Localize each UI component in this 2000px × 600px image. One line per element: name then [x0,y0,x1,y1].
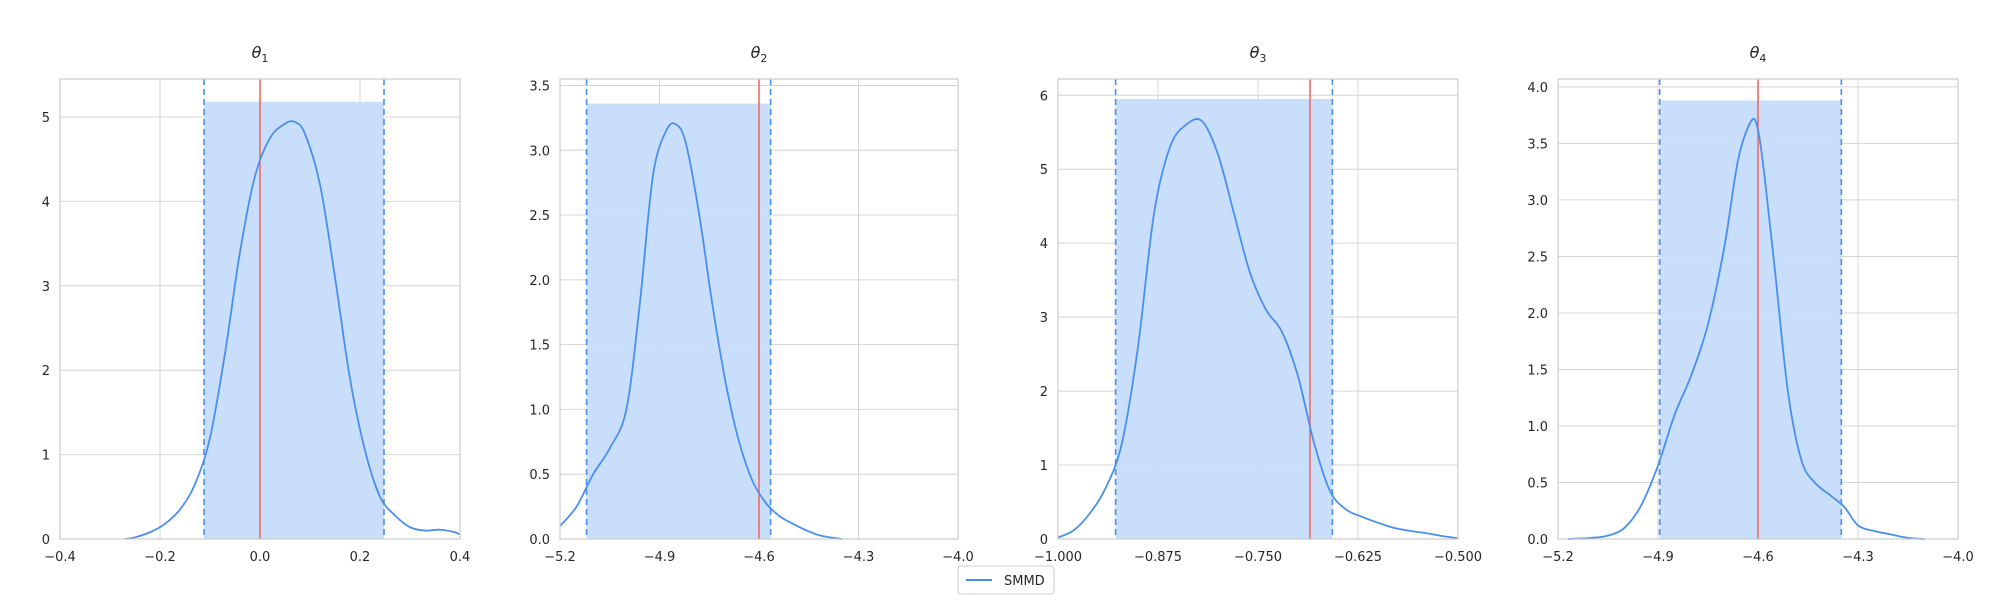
x-tick-label: −0.500 [1434,550,1482,565]
y-tick-label: 2 [42,364,50,379]
x-tick-label: −4.6 [743,550,775,565]
y-tick-label: 4.0 [1527,81,1548,96]
y-tick-label: 5 [42,111,50,126]
y-tick-label: 0 [42,533,50,548]
subplot-title: θ4 [1750,43,1767,65]
x-tick-label: 0.4 [450,550,471,565]
x-tick-label: −1.000 [1034,550,1082,565]
credible-interval-band [1115,98,1333,540]
y-tick-label: 1 [1040,459,1048,474]
y-tick-label: 3.5 [1527,137,1548,152]
x-tick-label: −0.875 [1134,550,1182,565]
legend: SMMD [957,565,1055,595]
density-curve-smmd [124,120,461,540]
x-tick-label: −4.0 [942,550,974,565]
y-tick-label: 4 [1040,237,1048,252]
density-curve-smmd [559,122,843,540]
y-tick-label: 0.5 [1527,476,1548,491]
x-tick-label: −0.625 [1334,550,1382,565]
y-tick-label: 2.0 [1527,307,1548,322]
y-tick-label: 2.0 [529,274,550,289]
x-tick-label: −4.9 [644,550,676,565]
axes-frame [559,78,959,540]
subplot-2: −5.2 −4.9 −4.6 −4.3 −4.0 0.0 0.5 1.0 1.5 2.0 2.5 3.… [529,43,973,565]
legend-label-smmd: SMMD [1004,574,1045,589]
x-tick-label: −0.4 [44,550,76,565]
subplot-title: θ2 [751,43,768,65]
y-tick-label: 0.0 [529,533,550,548]
y-tick-label: 2.5 [1527,250,1548,265]
subplot-4: −5.2 −4.9 −4.6 −4.3 −4.0 0.0 0.5 1.0 1.5 2.0 2.5 3.… [1527,43,1973,565]
y-tick-label: 3 [42,280,50,295]
y-tick-label: 1.5 [1527,363,1548,378]
subplot-1: −0.4 −0.2 0.0 0.2 0.4 0 1 2 3 4 5 θ1 [42,43,471,565]
x-tick-label: −4.3 [843,550,875,565]
y-tick-label: 4 [42,195,50,210]
x-tick-label: −5.2 [544,550,576,565]
credible-interval-band [586,103,771,539]
y-tick-label: 3.0 [1527,194,1548,209]
axes-frame [59,78,461,540]
x-tick-label: −0.750 [1234,550,1282,565]
subplot-title: θ3 [1250,43,1267,65]
y-tick-label: 1.5 [529,339,550,354]
y-tick-label: 0 [1040,533,1048,548]
y-tick-label: 6 [1040,89,1048,104]
credible-interval-band [1659,100,1842,539]
x-tick-label: −4.0 [1942,550,1974,565]
y-tick-label: 2 [1040,385,1048,400]
y-tick-label: 5 [1040,163,1048,178]
subplot-3: −1.000 −0.875 −0.750 −0.625 −0.500 0 1 2 3 4 5 6 θ3 [1034,43,1482,565]
subplots: −0.4 −0.2 0.0 0.2 0.4 0 1 2 3 4 5 θ1 −5.2 −4.9 −4.6 −4.… [42,43,1974,565]
x-tick-label: −4.9 [1642,550,1674,565]
density-curve-smmd [1057,118,1459,540]
y-tick-label: 0.5 [529,468,550,483]
subplot-title: θ1 [252,43,269,65]
y-tick-label: 0.0 [1527,533,1548,548]
y-tick-label: 3.0 [529,144,550,159]
axes-frame [1057,78,1459,540]
y-tick-label: 3 [1040,311,1048,326]
x-tick-label: 0.2 [350,550,371,565]
axes-frame [1557,78,1959,540]
y-tick-label: 2.5 [529,209,550,224]
legend-box [957,565,1055,595]
credible-interval-band [204,101,384,539]
x-tick-label: −4.6 [1742,550,1774,565]
y-tick-label: 1 [42,449,50,464]
x-tick-label: −4.3 [1842,550,1874,565]
x-tick-label: 0.0 [250,550,271,565]
density-curve-smmd [1567,117,1925,540]
x-tick-label: −0.2 [144,550,176,565]
y-tick-label: 1.0 [1527,420,1548,435]
y-tick-label: 3.5 [529,79,550,94]
x-tick-label: −5.2 [1542,550,1574,565]
y-tick-label: 1.0 [529,403,550,418]
